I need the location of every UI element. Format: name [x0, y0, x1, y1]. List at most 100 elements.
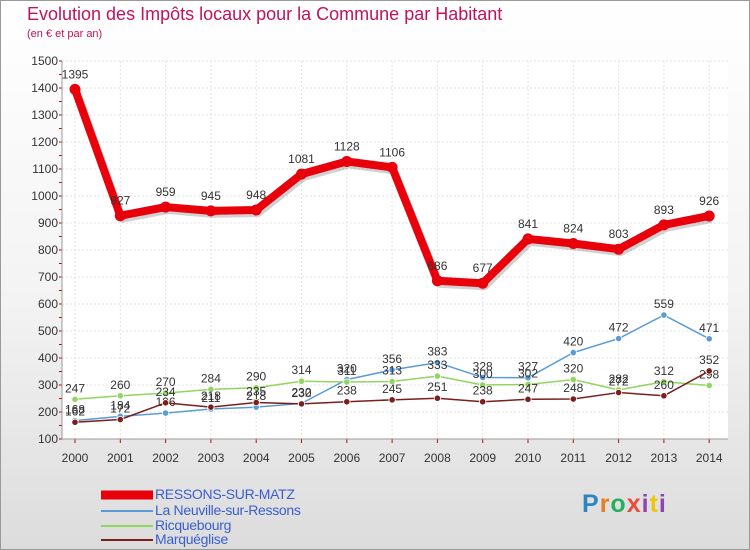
data-label: 311 — [337, 364, 356, 378]
y-tick-label: 600 — [38, 297, 58, 311]
data-point — [524, 395, 532, 403]
data-point — [569, 348, 577, 357]
data-point — [160, 201, 172, 213]
y-tick-label: 100 — [38, 432, 58, 446]
x-tick-label: 2010 — [515, 451, 542, 465]
data-point — [388, 366, 396, 374]
data-label: 352 — [699, 353, 719, 367]
data-label: 959 — [156, 185, 176, 199]
data-label: 251 — [427, 380, 447, 394]
data-point — [705, 335, 713, 343]
data-point — [116, 415, 124, 424]
data-label: 320 — [337, 362, 357, 376]
x-tick-label: 2009 — [469, 451, 496, 465]
data-point — [569, 375, 577, 384]
data-point — [116, 392, 124, 400]
legend-label: Marquéglise — [155, 531, 228, 547]
data-point — [479, 381, 487, 389]
data-point — [162, 399, 170, 407]
data-label: 356 — [382, 352, 402, 366]
x-tick-label: 2008 — [424, 451, 451, 465]
y-tick-label: 1000 — [31, 189, 58, 203]
data-label: 260 — [110, 378, 130, 392]
y-tick-label: 1300 — [31, 108, 58, 122]
data-point — [658, 219, 670, 231]
y-tick-label: 800 — [38, 243, 58, 257]
data-label: 333 — [427, 358, 447, 372]
data-label: 172 — [110, 402, 130, 416]
data-label: 320 — [563, 362, 583, 376]
data-point — [252, 384, 260, 392]
data-label: 245 — [382, 382, 402, 396]
data-point — [660, 311, 668, 319]
data-point — [660, 392, 668, 400]
data-point — [705, 367, 713, 375]
data-label: 162 — [65, 404, 85, 418]
x-tick-label: 2011 — [560, 451, 586, 465]
data-label: 803 — [609, 227, 629, 241]
x-tick-label: 2014 — [696, 451, 723, 465]
y-tick-label: 900 — [38, 216, 58, 230]
x-tick-label: 2002 — [152, 451, 179, 465]
legend-label: La Neuville-sur-Ressons — [155, 502, 301, 518]
data-label: 284 — [201, 371, 221, 385]
data-label: 471 — [699, 321, 719, 335]
data-point — [162, 409, 170, 417]
data-point — [433, 358, 441, 367]
data-point — [703, 210, 715, 222]
y-tick-label: 700 — [38, 270, 58, 284]
data-label: 272 — [609, 375, 629, 389]
data-point — [114, 210, 126, 222]
data-point — [205, 205, 217, 217]
data-point — [252, 398, 260, 407]
data-label: 314 — [291, 363, 311, 377]
data-point — [388, 396, 396, 404]
x-tick-label: 2007 — [379, 451, 406, 465]
data-label: 235 — [246, 385, 266, 399]
data-point — [522, 233, 534, 245]
data-point — [433, 394, 441, 402]
data-label: 945 — [201, 189, 221, 203]
y-tick-label: 1200 — [31, 135, 58, 149]
data-point — [660, 378, 668, 386]
data-label: 234 — [156, 385, 176, 399]
x-tick-label: 2003 — [198, 451, 225, 465]
data-point — [613, 243, 625, 255]
x-tick-label: 2006 — [333, 451, 360, 465]
y-tick-label: 500 — [38, 324, 58, 338]
data-label: 420 — [563, 335, 583, 349]
data-label: 383 — [427, 345, 447, 359]
data-point — [343, 378, 351, 386]
data-label: 312 — [654, 364, 674, 378]
data-label: 270 — [156, 375, 176, 389]
x-tick-label: 2001 — [107, 451, 134, 465]
data-point — [207, 403, 215, 411]
data-point — [296, 168, 307, 180]
data-point — [250, 204, 262, 216]
data-label: 327 — [518, 360, 538, 374]
data-point — [614, 334, 623, 343]
data-label: 211 — [201, 391, 220, 405]
data-point — [569, 395, 577, 403]
data-label: 328 — [473, 359, 493, 373]
data-point — [431, 275, 443, 287]
x-tick-label: 2012 — [605, 451, 632, 465]
data-point — [524, 380, 532, 389]
data-point — [567, 238, 579, 250]
data-point — [343, 398, 351, 406]
data-label: 927 — [110, 194, 130, 208]
data-label: 247 — [518, 381, 538, 395]
data-point — [705, 381, 713, 390]
y-tick-label: 1400 — [31, 81, 58, 95]
data-point — [386, 161, 398, 173]
data-point — [614, 388, 623, 397]
data-label: 893 — [654, 203, 674, 217]
data-label: 841 — [518, 217, 538, 231]
data-label: 218 — [201, 389, 221, 403]
data-label: 218 — [246, 389, 266, 403]
data-point — [433, 372, 441, 380]
y-tick-label: 400 — [38, 351, 58, 365]
data-label: 282 — [609, 372, 629, 386]
data-point — [297, 377, 306, 385]
